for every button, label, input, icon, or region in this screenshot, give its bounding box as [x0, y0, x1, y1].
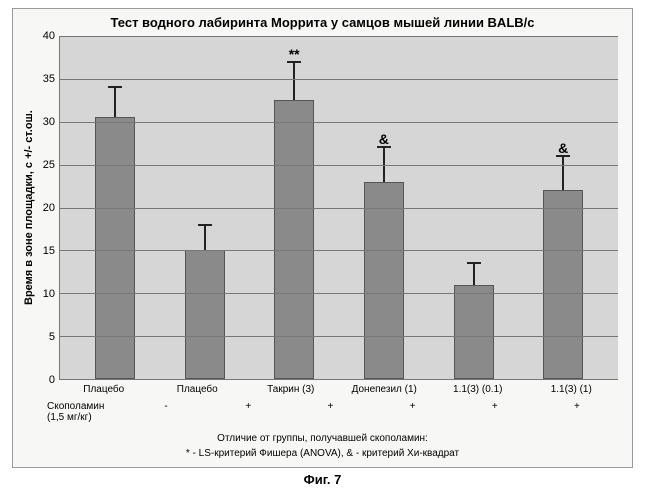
significance-marker: **	[289, 46, 300, 62]
x-category-labels: ПлацебоПлацебоТакрин (3)Донепезил (1)1.1…	[57, 380, 618, 395]
x-axis-block: ПлацебоПлацебоТакрин (3)Донепезил (1)1.1…	[13, 380, 632, 423]
footnote-line1: Отличие от группы, получавшей скополамин…	[23, 431, 622, 446]
scopolamine-row-label: Скополамин (1,5 мг/кг)	[47, 401, 125, 423]
x-category: Такрин (3)	[244, 380, 338, 395]
scopolamine-value: -	[125, 401, 207, 423]
scopolamine-value: +	[372, 401, 454, 423]
chart-footnote: Отличие от группы, получавшей скополамин…	[13, 423, 632, 467]
gridline	[60, 36, 618, 37]
gridline	[60, 250, 618, 251]
x-category: Плацебо	[57, 380, 151, 395]
bar	[364, 182, 404, 379]
y-tick: 20	[43, 202, 55, 214]
y-tick: 35	[43, 73, 55, 85]
x-category: Донепезил (1)	[338, 380, 432, 395]
bars-area: ** & &	[59, 36, 618, 380]
footnote-line2: * - LS-критерий Фишера (ANOVA), & - крит…	[23, 446, 622, 461]
bar	[95, 117, 135, 379]
scopolamine-value: +	[454, 401, 536, 423]
bar	[185, 250, 225, 379]
y-tick: 25	[43, 159, 55, 171]
chart-title: Тест водного лабиринта Моррита у самцов …	[13, 9, 632, 32]
figure-container: Тест водного лабиринта Моррита у самцов …	[0, 0, 645, 500]
y-tick: 0	[49, 374, 55, 386]
gridline	[60, 336, 618, 337]
bar	[543, 190, 583, 379]
significance-marker: &	[379, 131, 389, 147]
bar	[274, 100, 314, 379]
y-tick: 15	[43, 245, 55, 257]
significance-marker: &	[558, 140, 568, 156]
gridline	[60, 165, 618, 166]
scopolamine-value: +	[536, 401, 618, 423]
gridline	[60, 208, 618, 209]
gridline	[60, 122, 618, 123]
scopolamine-value: +	[289, 401, 371, 423]
y-tick: 40	[43, 30, 55, 42]
x-category: 1.1(3) (0.1)	[431, 380, 525, 395]
chart-frame: Тест водного лабиринта Моррита у самцов …	[12, 8, 633, 468]
bar	[454, 285, 494, 379]
y-axis-label: Время в зоне площадки, с +/- ст.ош.	[21, 36, 37, 380]
plot-area: Время в зоне площадки, с +/- ст.ош. 0510…	[13, 32, 632, 380]
x-scopolamine-row: Скополамин (1,5 мг/кг) -+++++	[43, 395, 618, 423]
y-tick: 5	[49, 331, 55, 343]
y-tick: 30	[43, 116, 55, 128]
gridline	[60, 293, 618, 294]
y-tick: 10	[43, 288, 55, 300]
figure-caption: Фиг. 7	[12, 472, 633, 487]
gridline	[60, 79, 618, 80]
y-axis-ticks: 0510152025303540	[37, 36, 59, 380]
x-category: Плацебо	[151, 380, 245, 395]
scopolamine-values: -+++++	[125, 401, 618, 423]
x-category: 1.1(3) (1)	[525, 380, 619, 395]
scopolamine-value: +	[207, 401, 289, 423]
